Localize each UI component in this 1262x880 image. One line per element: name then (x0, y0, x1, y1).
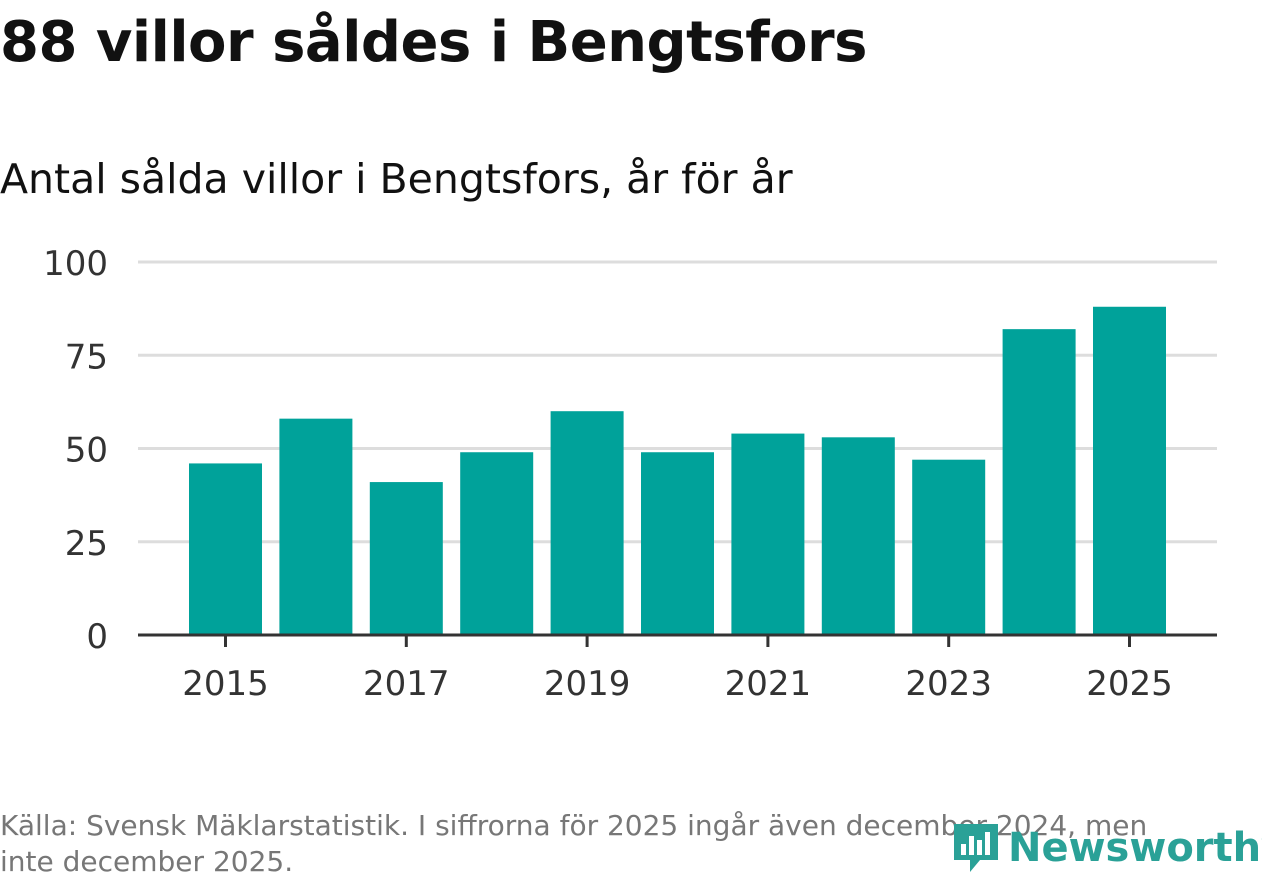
x-tick-label: 2015 (182, 664, 269, 704)
newsworthy-logo: Newsworthy (950, 818, 1262, 878)
y-tick-label: 50 (65, 431, 108, 471)
newsworthy-logo-icon (950, 820, 1002, 876)
bar-2024 (1003, 329, 1076, 635)
bar-2018 (460, 452, 533, 635)
logo-text: Newsworthy (1008, 825, 1262, 871)
x-tick-label: 2025 (1086, 664, 1173, 704)
y-tick-label: 0 (86, 617, 108, 657)
bar-2019 (551, 411, 624, 635)
bar-2022 (822, 437, 895, 635)
bar-2015 (189, 463, 262, 635)
bar-2016 (279, 419, 352, 635)
bar-2025 (1093, 307, 1166, 635)
y-tick-label: 25 (65, 524, 108, 564)
y-tick-label: 75 (65, 337, 108, 377)
bar-2023 (912, 460, 985, 635)
bar-2017 (370, 482, 443, 635)
bar-2021 (731, 434, 804, 635)
bar-chart: 0 25 50 75 100 2015 2017 2019 2021 2023 2025 (0, 0, 1262, 879)
x-tick-label: 2023 (905, 664, 992, 704)
x-tick-label: 2019 (544, 664, 631, 704)
y-tick-label: 100 (43, 244, 108, 284)
x-tick-label: 2017 (363, 664, 450, 704)
x-tick-label: 2021 (725, 664, 812, 704)
bar-2020 (641, 452, 714, 635)
